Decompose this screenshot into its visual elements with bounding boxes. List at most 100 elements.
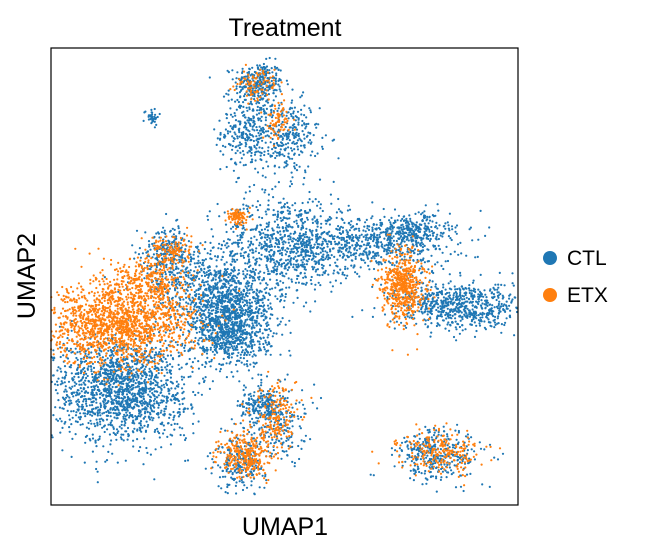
data-point xyxy=(251,204,254,207)
data-point xyxy=(331,237,334,240)
data-point xyxy=(135,229,139,232)
data-point xyxy=(294,132,297,136)
data-point xyxy=(365,253,368,256)
data-point xyxy=(248,325,251,328)
data-point xyxy=(345,244,348,247)
data-point xyxy=(300,259,303,262)
data-point xyxy=(291,240,294,243)
data-point xyxy=(321,136,324,139)
data-point xyxy=(287,277,290,280)
data-point xyxy=(391,225,394,229)
data-point xyxy=(251,270,254,273)
data-point xyxy=(176,343,179,346)
data-point xyxy=(278,252,282,255)
data-point xyxy=(262,130,265,133)
data-point xyxy=(187,274,190,277)
data-point xyxy=(173,274,176,277)
data-point xyxy=(262,128,265,131)
data-point xyxy=(269,329,272,333)
data-point xyxy=(291,88,294,91)
data-point xyxy=(67,380,71,383)
data-point xyxy=(208,210,211,213)
data-point xyxy=(79,379,82,382)
data-point xyxy=(168,253,171,256)
data-point xyxy=(251,279,254,282)
data-point xyxy=(324,257,327,260)
data-point xyxy=(352,235,355,239)
data-point xyxy=(337,249,340,252)
data-point xyxy=(259,324,262,327)
data-point xyxy=(184,268,187,271)
data-point xyxy=(165,266,168,269)
data-point xyxy=(78,383,81,386)
data-point xyxy=(209,241,212,244)
data-point xyxy=(243,338,246,341)
data-point xyxy=(305,263,308,266)
data-point xyxy=(241,341,244,345)
data-point xyxy=(215,345,219,348)
data-point xyxy=(306,201,310,204)
data-point xyxy=(275,74,278,77)
data-point xyxy=(378,233,381,236)
data-point xyxy=(200,297,203,300)
data-point xyxy=(255,238,258,241)
data-point xyxy=(330,202,333,205)
data-point xyxy=(459,241,462,244)
data-point xyxy=(220,305,223,308)
data-point xyxy=(287,146,290,149)
data-point xyxy=(236,370,239,373)
data-point xyxy=(248,68,251,71)
data-point xyxy=(225,351,228,354)
data-point xyxy=(298,165,301,168)
data-point xyxy=(306,134,309,137)
data-point xyxy=(332,272,335,275)
data-point xyxy=(204,258,207,261)
data-point xyxy=(425,229,428,232)
data-point xyxy=(279,217,282,220)
data-point xyxy=(305,116,308,119)
data-point xyxy=(243,251,246,254)
data-point xyxy=(226,355,229,359)
data-point xyxy=(330,242,333,246)
data-point xyxy=(260,158,263,162)
data-point xyxy=(304,241,307,244)
data-point xyxy=(265,160,268,163)
data-point xyxy=(200,274,203,277)
data-point xyxy=(216,255,219,258)
data-point xyxy=(249,249,252,252)
data-point xyxy=(314,270,317,273)
data-point xyxy=(409,220,412,223)
data-point xyxy=(94,425,97,428)
data-point xyxy=(303,104,306,107)
data-point xyxy=(266,68,269,72)
data-point xyxy=(365,247,368,250)
data-point xyxy=(453,250,456,253)
data-point xyxy=(318,243,321,246)
data-point xyxy=(302,276,305,279)
data-point xyxy=(251,355,254,358)
data-point xyxy=(231,258,234,261)
data-point xyxy=(252,139,255,143)
data-point xyxy=(324,250,327,253)
data-point xyxy=(326,220,329,223)
data-point xyxy=(250,301,254,304)
data-point xyxy=(351,315,354,318)
data-point xyxy=(206,294,209,297)
data-point xyxy=(320,243,323,246)
data-point xyxy=(286,247,289,250)
data-point xyxy=(287,117,290,120)
data-point xyxy=(290,115,293,118)
data-point xyxy=(382,231,385,234)
data-point xyxy=(173,228,176,231)
data-point xyxy=(275,67,278,70)
data-point xyxy=(256,340,259,343)
data-point xyxy=(192,308,195,311)
data-point xyxy=(210,301,213,304)
data-point xyxy=(311,221,314,224)
data-point xyxy=(214,282,217,285)
data-point xyxy=(149,453,152,456)
data-point xyxy=(355,245,358,248)
data-point xyxy=(227,89,230,92)
data-point xyxy=(400,228,403,231)
data-point xyxy=(234,260,237,263)
